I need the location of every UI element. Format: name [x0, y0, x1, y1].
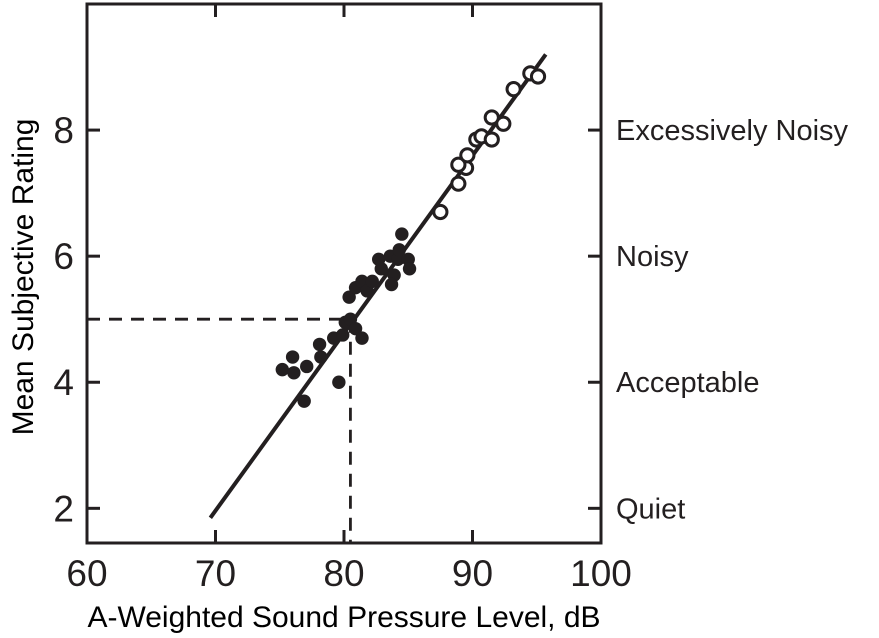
axis-ticks [87, 4, 601, 543]
right-category-label: Excessively Noisy [616, 115, 849, 147]
data-point-filled-circle [336, 328, 350, 342]
x-tick-label: 90 [452, 553, 493, 594]
x-tick-label: 70 [195, 553, 236, 594]
y-tick-label: 4 [53, 362, 74, 403]
data-point-filled-circle [371, 252, 386, 267]
right-category-labels: Excessively Noisy Noisy Acceptable Quiet [616, 115, 849, 525]
data-point-filled-circle [348, 321, 363, 336]
x-tick-label: 80 [323, 553, 364, 594]
data-point-open-circle [450, 175, 467, 192]
data-point-filled-circle [365, 274, 379, 289]
data-point-filled-circle [392, 243, 406, 257]
data-point-open-circle [483, 131, 500, 148]
data-point-filled-circle [300, 359, 314, 374]
data-points-open [432, 65, 547, 221]
data-point-filled-circle [275, 362, 290, 377]
y-tick-label: 8 [53, 110, 74, 151]
data-point-filled-circle [287, 366, 301, 380]
data-point-open-circle [432, 203, 449, 221]
data-point-filled-circle [332, 375, 346, 389]
right-category-label: Quiet [616, 493, 685, 525]
y-axis-tick-labels: 2 4 6 8 [53, 110, 74, 529]
right-category-label: Noisy [616, 241, 689, 273]
x-tick-label: 100 [570, 553, 632, 594]
x-tick-label: 60 [66, 553, 107, 594]
data-point-open-circle [529, 68, 547, 85]
data-point-filled-circle [402, 262, 417, 276]
data-points-filled [275, 227, 417, 408]
y-tick-label: 6 [53, 236, 74, 277]
data-point-filled-circle [395, 227, 409, 241]
data-point-filled-circle [297, 394, 311, 408]
x-axis-tick-labels: 60 70 80 90 100 [66, 553, 631, 594]
data-point-open-circle [459, 147, 476, 164]
data-point-filled-circle [384, 277, 399, 292]
regression-line [208, 53, 548, 519]
data-point-filled-circle [285, 350, 300, 364]
data-point-open-circle [505, 81, 522, 98]
data-point-open-circle [495, 115, 512, 132]
y-axis-title: Mean Subjective Rating [7, 119, 40, 436]
x-axis-title: A-Weighted Sound Pressure Level, dB [87, 601, 600, 634]
data-point-filled-circle [342, 290, 356, 304]
data-point-filled-circle [312, 337, 327, 352]
data-point-open-circle [450, 156, 467, 173]
regression-line-group [208, 53, 548, 519]
right-category-label: Acceptable [616, 367, 760, 399]
data-point-filled-circle [314, 350, 328, 364]
y-tick-label: 2 [53, 488, 74, 529]
data-point-filled-circle [355, 331, 369, 345]
